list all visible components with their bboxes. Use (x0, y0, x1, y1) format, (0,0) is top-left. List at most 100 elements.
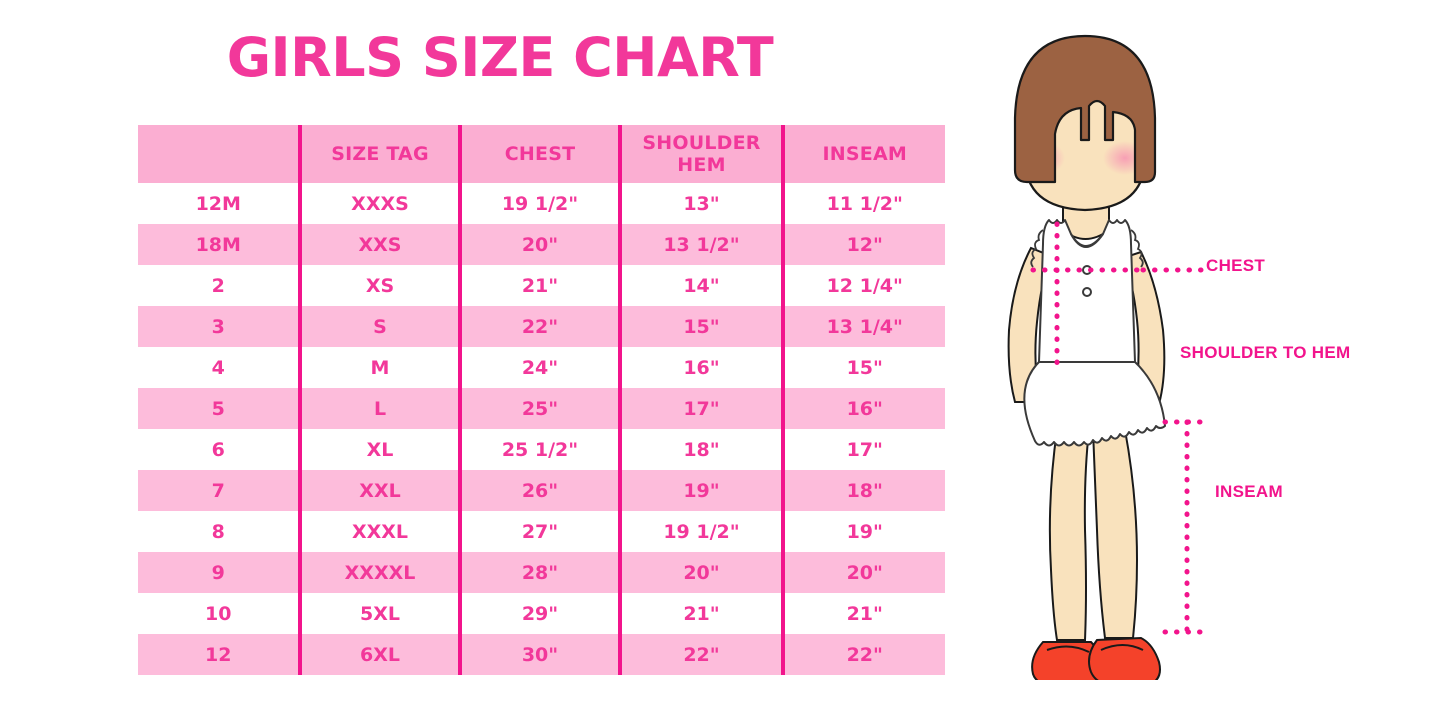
table-row: 12M XXXS 19 1/2" 13" 11 1/2" (138, 183, 945, 224)
cell-shoulder-hem: 17" (618, 388, 783, 429)
cell-inseam: 22" (781, 634, 945, 675)
cell-chest: 27" (458, 511, 620, 552)
neckline (1070, 233, 1104, 248)
column-divider-1 (298, 125, 301, 675)
cell-chest: 25 1/2" (458, 429, 620, 470)
left-leg (1048, 429, 1091, 641)
size-chart-table: SIZE TAG CHEST SHOULDER HEM INSEAM 12M XX… (138, 125, 945, 675)
cell-size: 18M (138, 224, 300, 265)
cell-chest: 24" (458, 347, 620, 388)
button-bottom (1082, 287, 1092, 297)
table-row: 2 XS 21" 14" 12 1/4" (138, 265, 945, 306)
cell-shoulder-hem: 21" (618, 593, 783, 634)
cell-size: 10 (138, 593, 300, 634)
cell-inseam: 19" (781, 511, 945, 552)
hair-shape (1013, 34, 1157, 184)
cell-size: 8 (138, 511, 300, 552)
cell-shoulder-hem: 20" (618, 552, 783, 593)
right-leg (1091, 429, 1139, 639)
right-shoulder-ruffle (1130, 229, 1144, 268)
chest-label: CHEST (1206, 256, 1266, 275)
cell-chest: 20" (458, 224, 620, 265)
cell-size-tag: XXXS (298, 183, 460, 224)
cell-size: 2 (138, 265, 300, 306)
table-row: 5 L 25" 17" 16" (138, 388, 945, 429)
page-title: GIRLS SIZE CHART (226, 26, 774, 89)
table-row: 3 S 22" 15" 13 1/4" (138, 306, 945, 347)
cell-size-tag: M (298, 347, 460, 388)
column-divider-2 (458, 125, 461, 675)
cell-inseam: 11 1/2" (781, 183, 945, 224)
cell-chest: 28" (458, 552, 620, 593)
cell-size: 5 (138, 388, 300, 429)
cell-shoulder-hem: 22" (618, 634, 783, 675)
cell-size: 7 (138, 470, 300, 511)
cell-chest: 30" (458, 634, 620, 675)
cell-size-tag: 5XL (298, 593, 460, 634)
table-row: 8 XXXL 27" 19 1/2" 19" (138, 511, 945, 552)
cell-size: 12M (138, 183, 300, 224)
cell-inseam: 21" (781, 593, 945, 634)
table-row: 12 6XL 30" 22" 22" (138, 634, 945, 675)
column-header-size (138, 125, 300, 183)
cell-size-tag: XXXXL (298, 552, 460, 593)
column-header-shoulder-hem: SHOULDER HEM (618, 125, 783, 183)
cell-size-tag: XXS (298, 224, 460, 265)
cell-size-tag: XS (298, 265, 460, 306)
cell-chest: 21" (458, 265, 620, 306)
table-header-row: SIZE TAG CHEST SHOULDER HEM INSEAM (138, 125, 945, 183)
cell-size: 3 (138, 306, 300, 347)
cell-size-tag: L (298, 388, 460, 429)
cell-size-tag: XXL (298, 470, 460, 511)
cell-shoulder-hem: 13 1/2" (618, 224, 783, 265)
cell-size: 4 (138, 347, 300, 388)
column-header-inseam: INSEAM (781, 125, 945, 183)
left-shoulder-ruffle (1030, 229, 1044, 268)
cell-chest: 29" (458, 593, 620, 634)
cell-chest: 25" (458, 388, 620, 429)
table-row: 9 XXXXL 28" 20" 20" (138, 552, 945, 593)
table-row: 6 XL 25 1/2" 18" 17" (138, 429, 945, 470)
cell-shoulder-hem: 19 1/2" (618, 511, 783, 552)
cell-shoulder-hem: 16" (618, 347, 783, 388)
cell-size-tag: XXXL (298, 511, 460, 552)
cell-chest: 26" (458, 470, 620, 511)
cell-shoulder-hem: 19" (618, 470, 783, 511)
cell-size: 9 (138, 552, 300, 593)
inseam-label: INSEAM (1215, 482, 1283, 501)
cell-chest: 19 1/2" (458, 183, 620, 224)
cell-inseam: 17" (781, 429, 945, 470)
shoulder-to-hem-label: SHOULDER TO HEM (1180, 343, 1351, 362)
left-shoe-strap (1046, 645, 1090, 653)
cell-inseam: 16" (781, 388, 945, 429)
cell-size-tag: XL (298, 429, 460, 470)
column-header-chest: CHEST (458, 125, 620, 183)
table-header: SIZE TAG CHEST SHOULDER HEM INSEAM (138, 125, 945, 183)
table-row: 10 5XL 29" 21" 21" (138, 593, 945, 634)
column-divider-4 (781, 125, 784, 675)
cell-shoulder-hem: 18" (618, 429, 783, 470)
table-row: 7 XXL 26" 19" 18" (138, 470, 945, 511)
cell-chest: 22" (458, 306, 620, 347)
cell-inseam: 18" (781, 470, 945, 511)
right-shoe-strap (1100, 644, 1144, 651)
column-divider-3 (618, 125, 621, 675)
cell-inseam: 15" (781, 347, 945, 388)
girl-figure-illustration (1007, 34, 1210, 680)
cell-shoulder-hem: 14" (618, 265, 783, 306)
cell-size-tag: 6XL (298, 634, 460, 675)
cell-inseam: 13 1/4" (781, 306, 945, 347)
cell-size: 6 (138, 429, 300, 470)
cell-size-tag: S (298, 306, 460, 347)
table-row: 4 M 24" 16" 15" (138, 347, 945, 388)
cell-size: 12 (138, 634, 300, 675)
table-row: 18M XXS 20" 13 1/2" 12" (138, 224, 945, 265)
cell-inseam: 12 1/4" (781, 265, 945, 306)
column-header-size-tag: SIZE TAG (298, 125, 460, 183)
cell-inseam: 20" (781, 552, 945, 593)
table-body: 12M XXXS 19 1/2" 13" 11 1/2" 18M XXS 20" 13 1/2"… (138, 183, 945, 675)
cell-inseam: 12" (781, 224, 945, 265)
skirt-bloomer (1023, 359, 1166, 447)
cell-shoulder-hem: 15" (618, 306, 783, 347)
cell-shoulder-hem: 13" (618, 183, 783, 224)
